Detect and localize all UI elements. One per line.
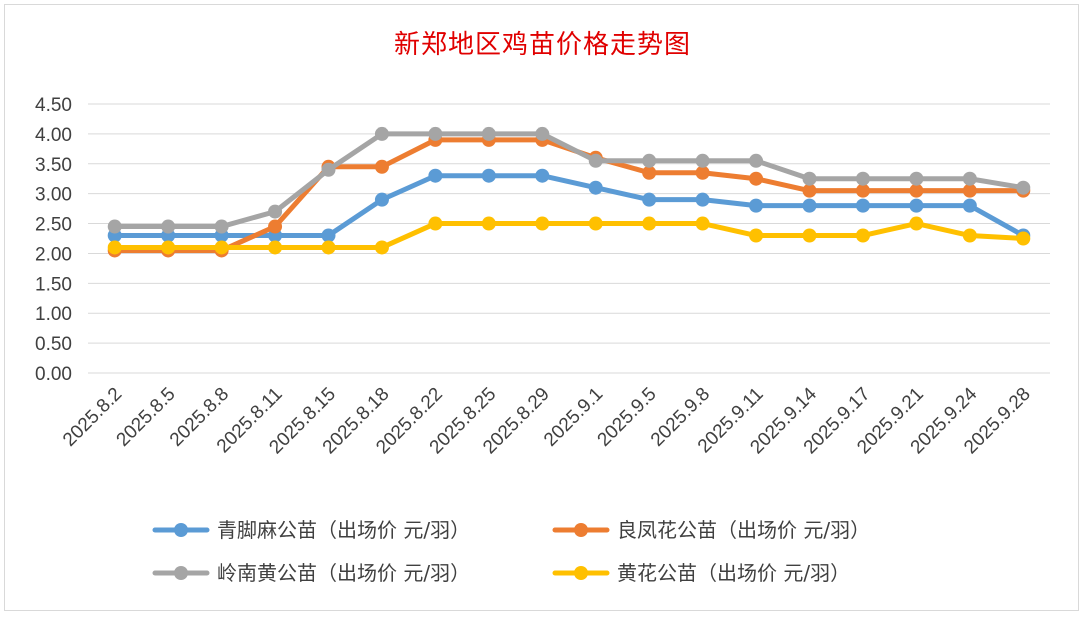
data-point bbox=[268, 219, 283, 234]
data-point bbox=[855, 171, 870, 186]
y-tick-label: 3.00 bbox=[35, 185, 72, 206]
data-point bbox=[481, 216, 496, 231]
legend: 青脚麻公苗（出场价 元/羽） 良凤花公苗（出场价 元/羽） 岭南黄公苗（出场价 元/… bbox=[152, 518, 870, 585]
data-point bbox=[802, 183, 817, 198]
legend-swatch-marker bbox=[174, 523, 188, 537]
series-line bbox=[112, 131, 1026, 230]
data-point bbox=[855, 183, 870, 198]
legend-item: 黄花公苗（出场价 元/羽） bbox=[552, 561, 850, 585]
data-point bbox=[535, 126, 550, 141]
data-point bbox=[695, 192, 710, 207]
data-point bbox=[749, 171, 764, 186]
data-point bbox=[909, 183, 924, 198]
data-point bbox=[107, 219, 122, 234]
data-point bbox=[268, 240, 283, 255]
data-point bbox=[642, 153, 657, 168]
data-point bbox=[161, 219, 176, 234]
legend-item: 良凤花公苗（出场价 元/羽） bbox=[552, 518, 870, 542]
data-point bbox=[802, 171, 817, 186]
legend-swatch-marker bbox=[574, 523, 588, 537]
data-point bbox=[428, 126, 443, 141]
data-point bbox=[374, 159, 389, 174]
data-point bbox=[749, 228, 764, 243]
y-tick-label: 2.50 bbox=[35, 215, 72, 236]
legend-label: 青脚麻公苗（出场价 元/羽） bbox=[217, 518, 470, 542]
data-point bbox=[374, 240, 389, 255]
y-axis-ticks: 0.00 0.50 1.00 1.50 2.00 2.50 3.00 3.50 4.00 4.50 bbox=[35, 95, 72, 385]
legend-label: 良凤花公苗（出场价 元/羽） bbox=[617, 518, 870, 542]
data-point bbox=[802, 198, 817, 213]
y-tick-label: 2.00 bbox=[35, 244, 72, 265]
data-point bbox=[428, 168, 443, 183]
legend-item: 青脚麻公苗（出场价 元/羽） bbox=[152, 518, 470, 542]
chart-title: 新郑地区鸡苗价格走势图 bbox=[393, 30, 691, 60]
data-point bbox=[535, 168, 550, 183]
data-point bbox=[321, 162, 336, 177]
data-point bbox=[909, 171, 924, 186]
data-point bbox=[642, 192, 657, 207]
y-tick-label: 3.50 bbox=[35, 155, 72, 176]
data-point bbox=[588, 216, 603, 231]
data-point bbox=[695, 216, 710, 231]
data-point bbox=[107, 240, 122, 255]
data-point bbox=[962, 198, 977, 213]
gridlines bbox=[88, 103, 1050, 374]
data-point bbox=[855, 198, 870, 213]
data-point bbox=[802, 228, 817, 243]
data-point bbox=[214, 240, 229, 255]
y-tick-label: 1.50 bbox=[35, 274, 72, 295]
data-point bbox=[321, 240, 336, 255]
data-point bbox=[695, 165, 710, 180]
series-3 bbox=[107, 216, 1031, 255]
y-tick-label: 1.00 bbox=[35, 304, 72, 325]
data-point bbox=[214, 219, 229, 234]
series-1 bbox=[107, 132, 1031, 258]
data-point bbox=[1016, 231, 1031, 246]
series-layer bbox=[107, 126, 1031, 258]
data-point bbox=[588, 180, 603, 195]
legend-swatch-marker bbox=[574, 566, 588, 580]
data-point bbox=[962, 183, 977, 198]
legend-label: 岭南黄公苗（出场价 元/羽） bbox=[217, 561, 470, 585]
legend-item: 岭南黄公苗（出场价 元/羽） bbox=[152, 561, 470, 585]
y-tick-label: 0.00 bbox=[35, 364, 72, 385]
legend-swatch-marker bbox=[174, 566, 188, 580]
chart-frame bbox=[4, 4, 1079, 611]
y-tick-label: 4.50 bbox=[35, 95, 72, 116]
data-point bbox=[481, 168, 496, 183]
data-point bbox=[855, 228, 870, 243]
data-point bbox=[428, 216, 443, 231]
data-point bbox=[749, 198, 764, 213]
data-point bbox=[749, 153, 764, 168]
data-point bbox=[535, 216, 550, 231]
data-point bbox=[1016, 180, 1031, 195]
data-point bbox=[695, 153, 710, 168]
legend-label: 黄花公苗（出场价 元/羽） bbox=[617, 561, 850, 585]
series-line bbox=[112, 221, 1026, 250]
series-2 bbox=[107, 126, 1031, 234]
data-point bbox=[909, 216, 924, 231]
data-point bbox=[481, 126, 496, 141]
data-point bbox=[374, 192, 389, 207]
data-point bbox=[642, 165, 657, 180]
data-point bbox=[161, 240, 176, 255]
y-tick-label: 0.50 bbox=[35, 334, 72, 355]
data-point bbox=[321, 228, 336, 243]
data-point bbox=[642, 216, 657, 231]
data-point bbox=[268, 204, 283, 219]
series-line bbox=[112, 173, 1026, 239]
data-point bbox=[962, 171, 977, 186]
y-tick-label: 4.00 bbox=[35, 125, 72, 146]
x-axis-ticks: 2025.8.22025.8.52025.8.82025.8.112025.8.… bbox=[59, 383, 1035, 458]
data-point bbox=[588, 153, 603, 168]
data-point bbox=[374, 126, 389, 141]
data-point bbox=[909, 198, 924, 213]
data-point bbox=[962, 228, 977, 243]
